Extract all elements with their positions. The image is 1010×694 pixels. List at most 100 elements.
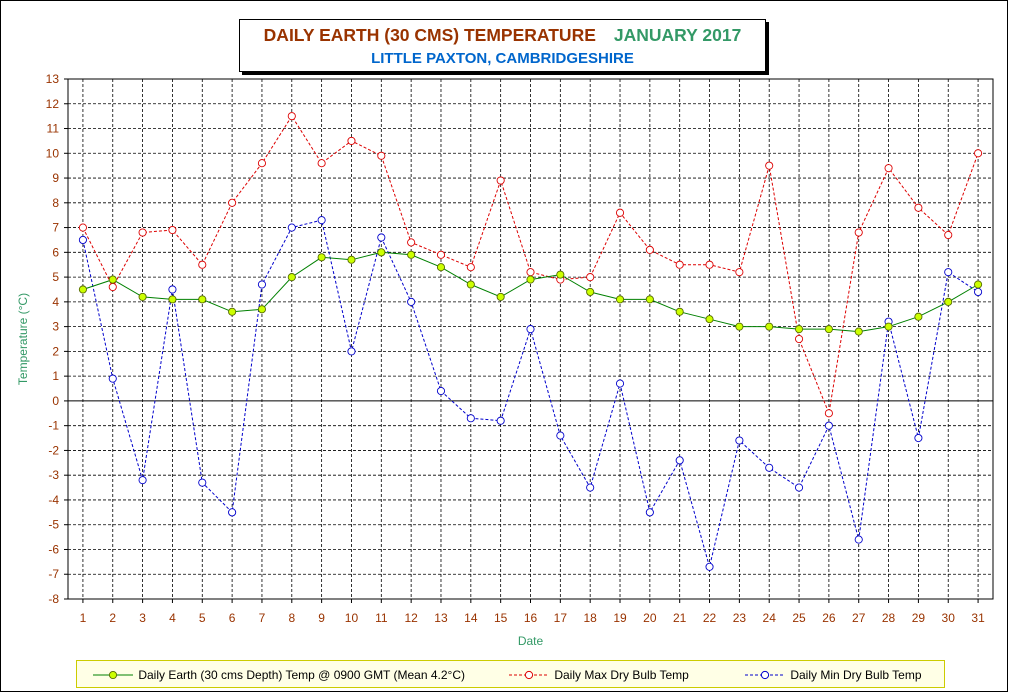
data-point-earth [944,297,953,306]
data-point-min [615,379,625,388]
y-tick-label: 6 [52,245,59,259]
y-tick-label: 8 [52,196,59,210]
data-point-earth [317,253,326,262]
x-tick-label: 8 [288,611,295,625]
x-tick-label: 11 [375,611,388,625]
data-point-earth [228,307,237,316]
data-point-max [645,245,654,254]
data-point-min [198,478,207,487]
x-tick-label: 1 [80,611,87,625]
data-point-earth [257,305,267,314]
x-tick-label: 26 [822,611,836,625]
y-tick-label: 4 [52,295,59,309]
data-point-earth [556,270,565,279]
data-point-earth [615,295,625,304]
legend-marker-max [509,670,549,679]
x-tick-label: 29 [912,611,926,625]
data-point-max [138,228,147,237]
x-tick-label: 10 [345,611,359,625]
x-tick-label: 19 [613,611,627,625]
y-tick-label: 12 [46,97,60,111]
data-point-earth [168,295,177,304]
data-point-min [287,223,296,232]
y-tick-label: -8 [48,592,59,606]
data-point-earth [78,285,87,294]
data-point-min [466,414,475,423]
data-point-earth [347,255,356,264]
data-point-earth [675,307,684,316]
data-point-earth [645,295,654,304]
x-tick-label: 15 [494,611,508,625]
chart-title-line: DAILY EARTH (30 CMS) TEMPERATURE JANUARY … [240,25,765,46]
data-point-earth [496,292,505,301]
x-tick-label: 16 [524,611,538,625]
data-point-earth [824,325,833,334]
data-point-max [914,203,923,212]
x-tick-label: 2 [109,611,116,625]
data-point-min [556,431,565,440]
data-point-min [914,433,923,443]
data-point-earth [466,280,475,289]
data-point-max [824,409,833,418]
y-tick-label: 1 [52,369,59,383]
data-point-min [138,476,147,485]
y-tick-label: 13 [46,72,60,86]
data-point-min [824,421,833,430]
data-point-max [347,136,356,145]
data-point-earth [884,322,893,331]
x-tick-label: 21 [673,611,687,625]
y-tick-label: -3 [48,468,59,482]
data-point-earth [287,273,296,282]
x-tick-label: 23 [733,611,747,625]
data-point-min [794,483,804,492]
y-tick-label: -7 [48,567,59,581]
data-point-earth [407,250,416,259]
y-tick-label: -2 [48,443,59,457]
data-point-max [586,273,595,282]
legend-label-earth: Daily Earth (30 cms Depth) Temp @ 0900 G… [138,667,465,682]
data-point-min [854,535,863,544]
data-point-earth [794,325,804,334]
data-point-max [198,260,207,269]
y-tick-label: 2 [52,344,59,358]
x-tick-label: 5 [199,611,206,625]
data-point-max [794,334,804,344]
data-point-max [257,159,267,168]
data-point-earth [974,280,983,289]
x-tick-label: 22 [703,611,717,625]
x-tick-label: 28 [882,611,896,625]
data-point-max [526,268,535,277]
y-axis-label: Temperature (°C) [16,293,30,385]
data-point-max [78,223,87,232]
data-point-earth [854,327,863,336]
x-tick-label: 24 [763,611,777,625]
data-point-min [257,280,267,289]
data-point-earth [586,287,595,297]
y-tick-label: 9 [52,171,59,185]
data-point-min [765,463,774,472]
x-tick-label: 9 [318,611,325,625]
data-point-earth [108,275,117,284]
data-point-max [108,282,117,292]
chart-title-box: DAILY EARTH (30 CMS) TEMPERATURE JANUARY … [239,19,766,72]
data-point-min [735,436,744,445]
y-tick-label: -6 [48,542,59,556]
data-point-min [436,386,446,396]
data-point-earth [138,292,147,301]
data-point-earth [526,275,535,284]
x-tick-label: 12 [404,611,418,625]
data-point-max [735,268,744,277]
data-point-earth [735,322,744,331]
chart-title-month: JANUARY 2017 [613,25,742,45]
y-tick-label: 0 [52,394,59,408]
legend-marker-min [745,670,785,679]
data-point-min [675,456,684,465]
data-point-earth [914,312,923,321]
legend-label-max: Daily Max Dry Bulb Temp [554,667,689,682]
legend-item-min: Daily Min Dry Bulb Temp [743,667,922,682]
data-point-min [317,216,326,225]
legend-item-max: Daily Max Dry Bulb Temp [507,667,689,682]
y-tick-label: -1 [48,419,59,433]
x-tick-label: 3 [139,611,146,625]
